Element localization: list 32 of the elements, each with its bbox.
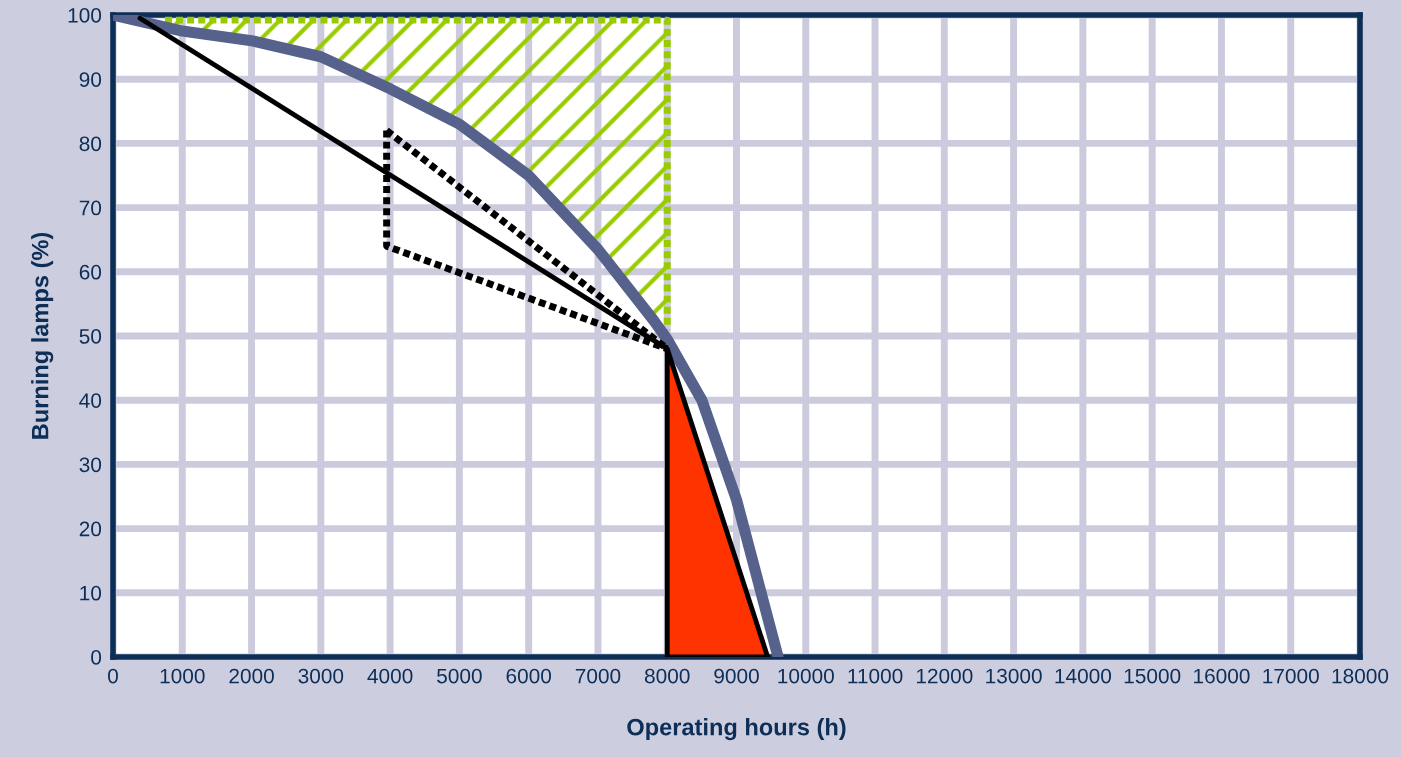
y-tick-label: 90 [79, 72, 102, 87]
x-tick-label: 3000 [298, 668, 344, 684]
y-tick-label: 50 [79, 329, 102, 344]
y-tick-label: 70 [79, 200, 102, 216]
y-tick-label: 10 [80, 585, 102, 601]
x-tick-label: 18000 [1332, 668, 1389, 684]
x-axis-title: Operating hours (h) [627, 718, 846, 741]
x-tick-label: 12000 [916, 668, 973, 684]
y-tick-label: 20 [79, 521, 102, 537]
x-tick-label: 11000 [848, 668, 903, 684]
x-tick-label: 15000 [1124, 668, 1181, 684]
x-tick-label: 4000 [367, 668, 413, 684]
x-tick-label: 6000 [506, 668, 552, 684]
y-axis-title: Burning lamps (%) [31, 232, 54, 439]
x-tick-label: 2000 [229, 668, 274, 684]
x-tick-label: 13000 [986, 668, 1042, 684]
x-tick-label: 14000 [1055, 668, 1112, 684]
x-tick-label: 9000 [714, 668, 759, 684]
y-tick-label: 40 [79, 393, 102, 408]
x-tick-label: 5000 [437, 668, 482, 684]
x-tick-label: 7000 [575, 668, 621, 684]
x-tick-label: 10000 [778, 668, 834, 684]
x-tick-label: 8000 [644, 668, 690, 684]
x-tick-label: 1000 [160, 668, 205, 684]
y-tick-label: 0 [91, 650, 102, 665]
y-tick-label: 60 [79, 264, 102, 280]
y-tick-label: 30 [79, 457, 102, 473]
x-tick-label: 17000 [1263, 668, 1319, 684]
y-tick-label: 100 [68, 8, 102, 23]
x-tick-label: 0 [108, 668, 118, 684]
x-tick-label: 16000 [1194, 668, 1250, 684]
y-tick-label: 80 [79, 136, 102, 152]
